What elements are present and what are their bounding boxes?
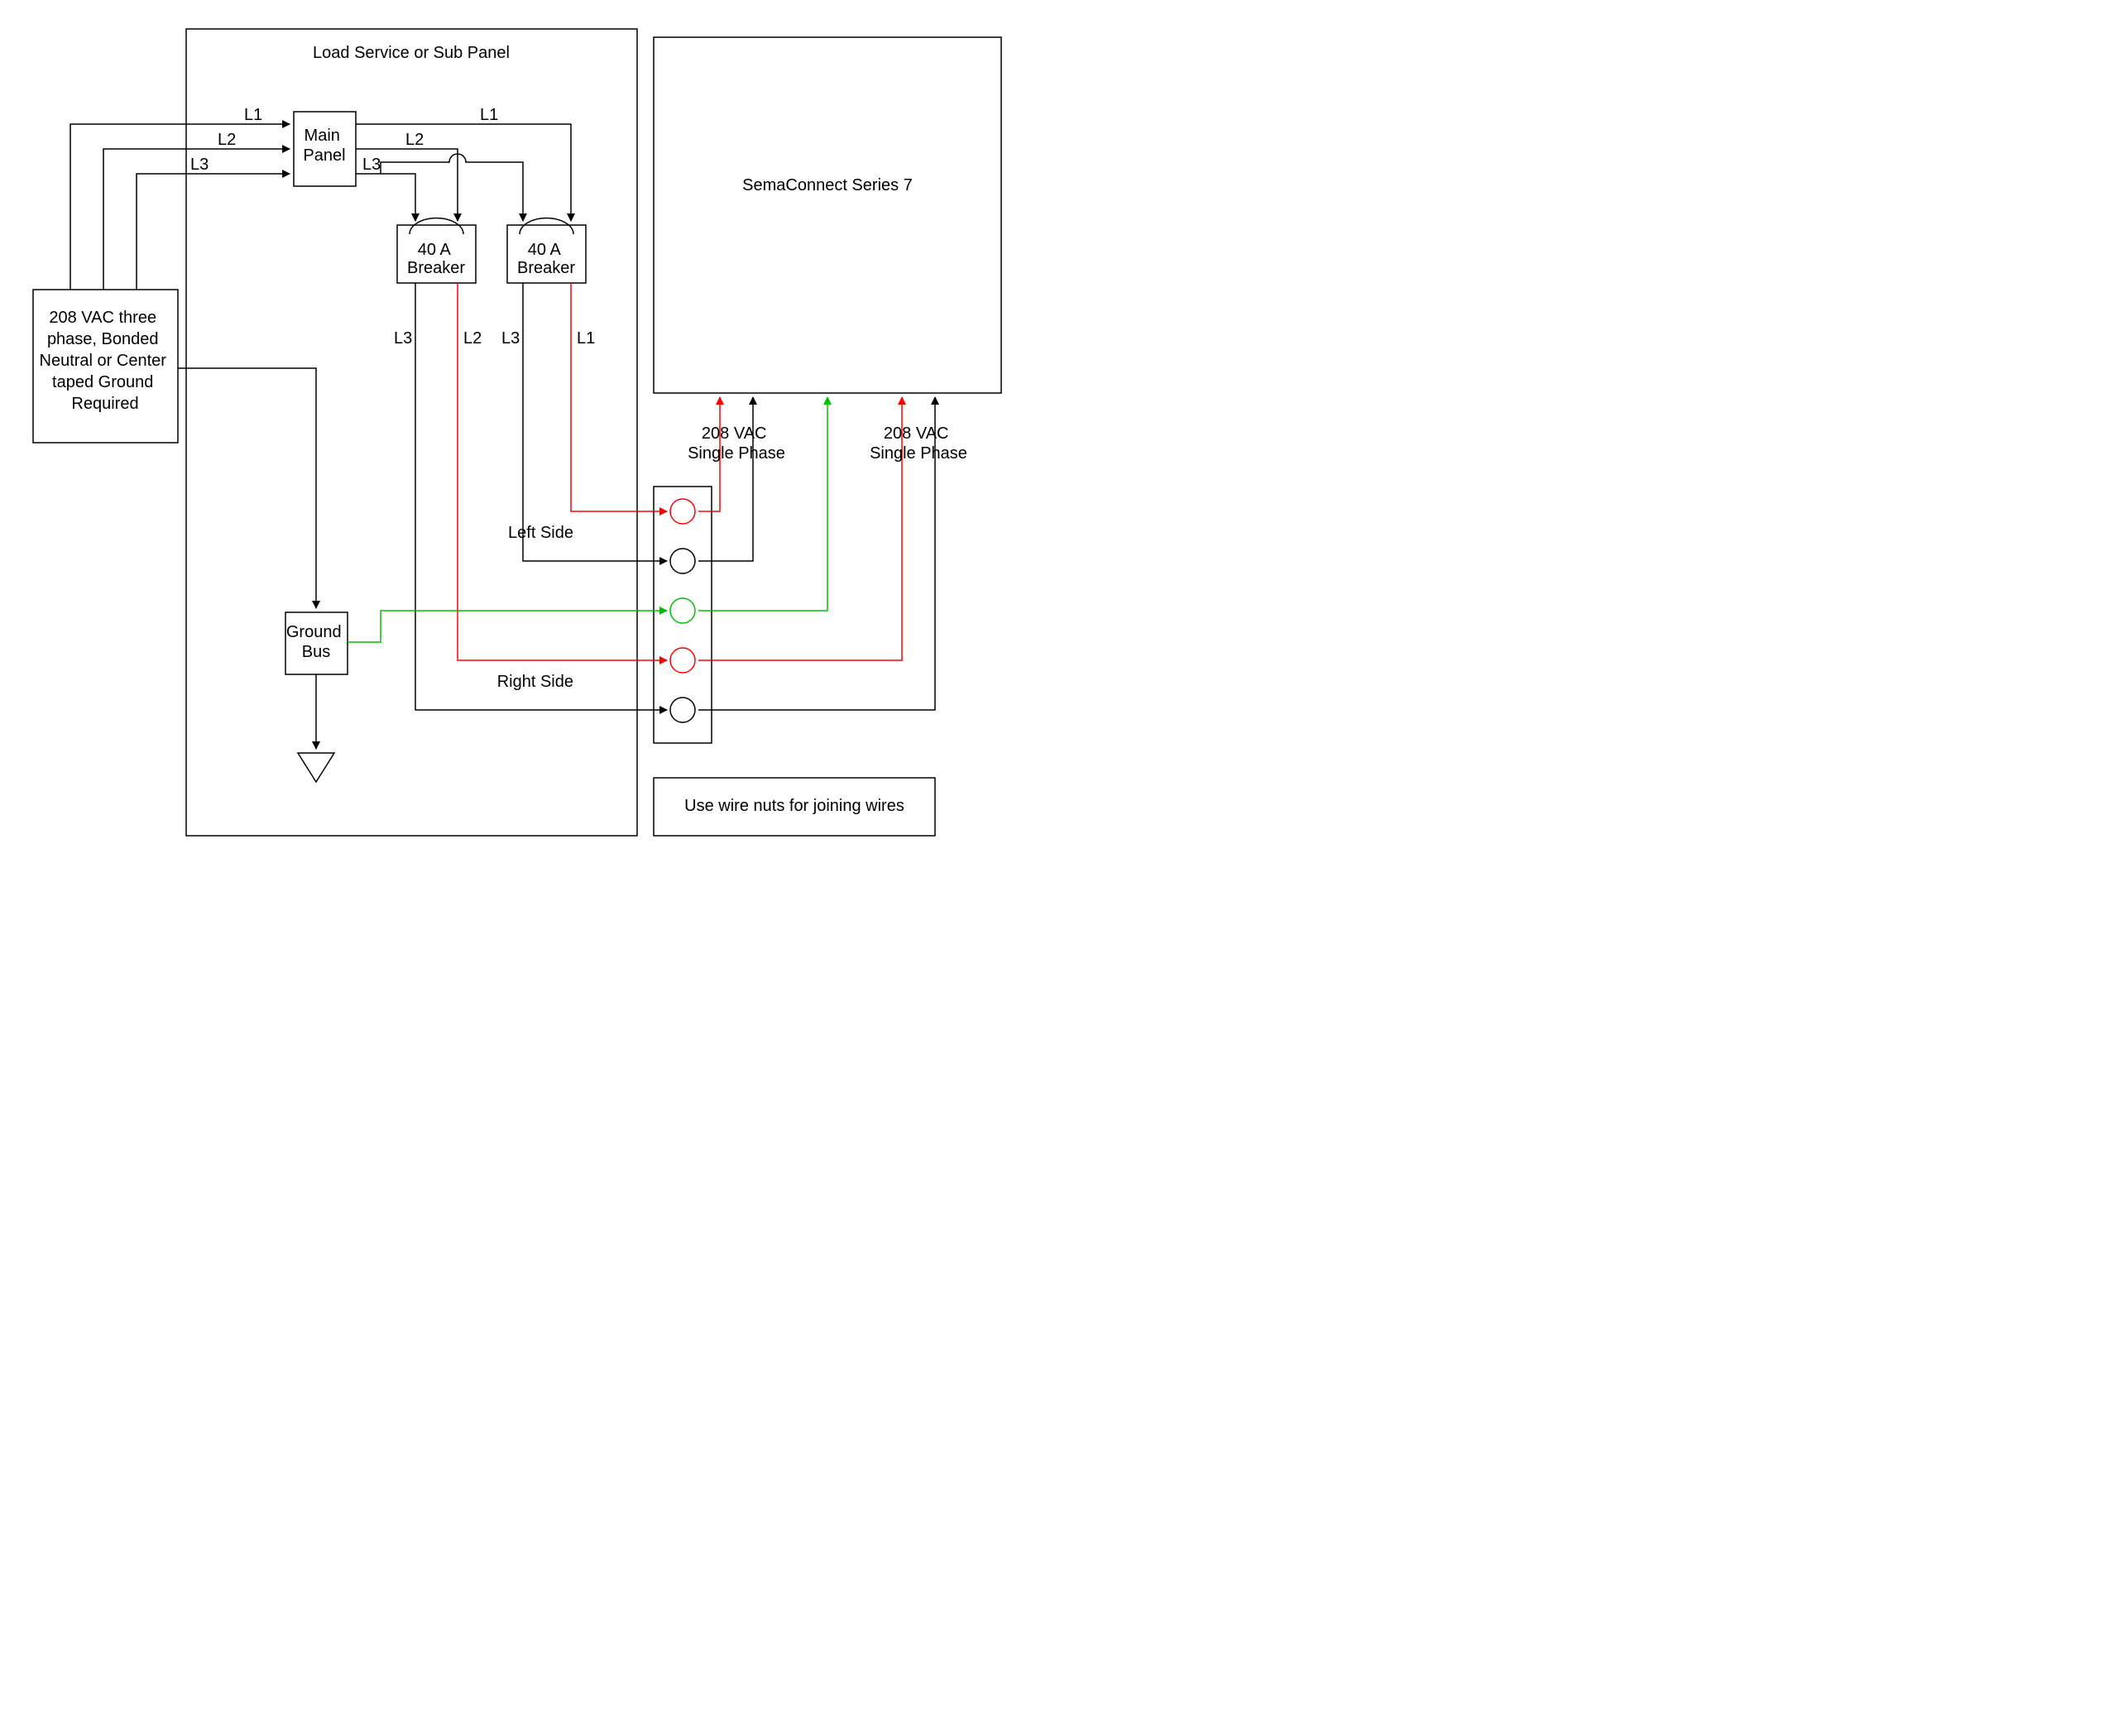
label-b1-L3: L3 [394,329,412,348]
main-panel-label: Main Panel [303,127,345,165]
wire-ground-to-junction [348,611,667,642]
source-label: 208 VAC three phase, Bonded Neutral or C… [40,309,171,413]
breaker1-label: 40 A Breaker [407,241,465,277]
right-side-label: Right Side [497,673,573,691]
wire-mp-b1-L3 [356,174,415,221]
ground-bus-label: Ground Bus [286,623,346,661]
wire-src-L3 [137,174,290,290]
label-b1-L2: L2 [463,329,482,348]
label-mp-L1: L1 [480,106,498,124]
label-b2-L1: L1 [577,329,595,348]
label-mp-L3: L3 [362,156,381,174]
note-label: Use wire nuts for joining wires [684,797,904,815]
terminal-5 [670,698,695,722]
earth-symbol [298,753,334,782]
sema-box [654,37,1001,393]
wire-mp-b2-L1 [356,124,571,221]
wire-right-red [458,356,667,660]
wire-mp-b2-L3 [381,154,523,221]
sub-panel-label: Load Service or Sub Panel [313,44,510,62]
vac-right-label: 208 VAC Single Phase [870,424,967,463]
breaker2-label: 40 A Breaker [517,241,575,277]
label-src-L2: L2 [218,131,236,149]
terminal-3 [670,598,695,623]
label-mp-L2: L2 [405,131,424,149]
left-side-label: Left Side [508,524,573,542]
wiring-diagram: Load Service or Sub Panel 208 VAC three … [0,0,1055,868]
terminal-4 [670,648,695,673]
junction-box [654,487,712,743]
sema-label: SemaConnect Series 7 [742,176,913,194]
label-src-L3: L3 [190,156,209,174]
terminal-2 [670,549,695,573]
sub-panel-box [186,29,637,836]
vac-left-label: 208 VAC Single Phase [688,424,785,463]
wire-left-red [571,356,667,511]
breaker1-arc [410,218,463,235]
label-src-L1: L1 [244,106,262,124]
terminal-1 [670,499,695,524]
wire-ground-feed [178,368,316,608]
label-b2-L3: L3 [501,329,520,348]
breaker2-arc [520,218,573,235]
wire-t2-sema [698,397,753,561]
